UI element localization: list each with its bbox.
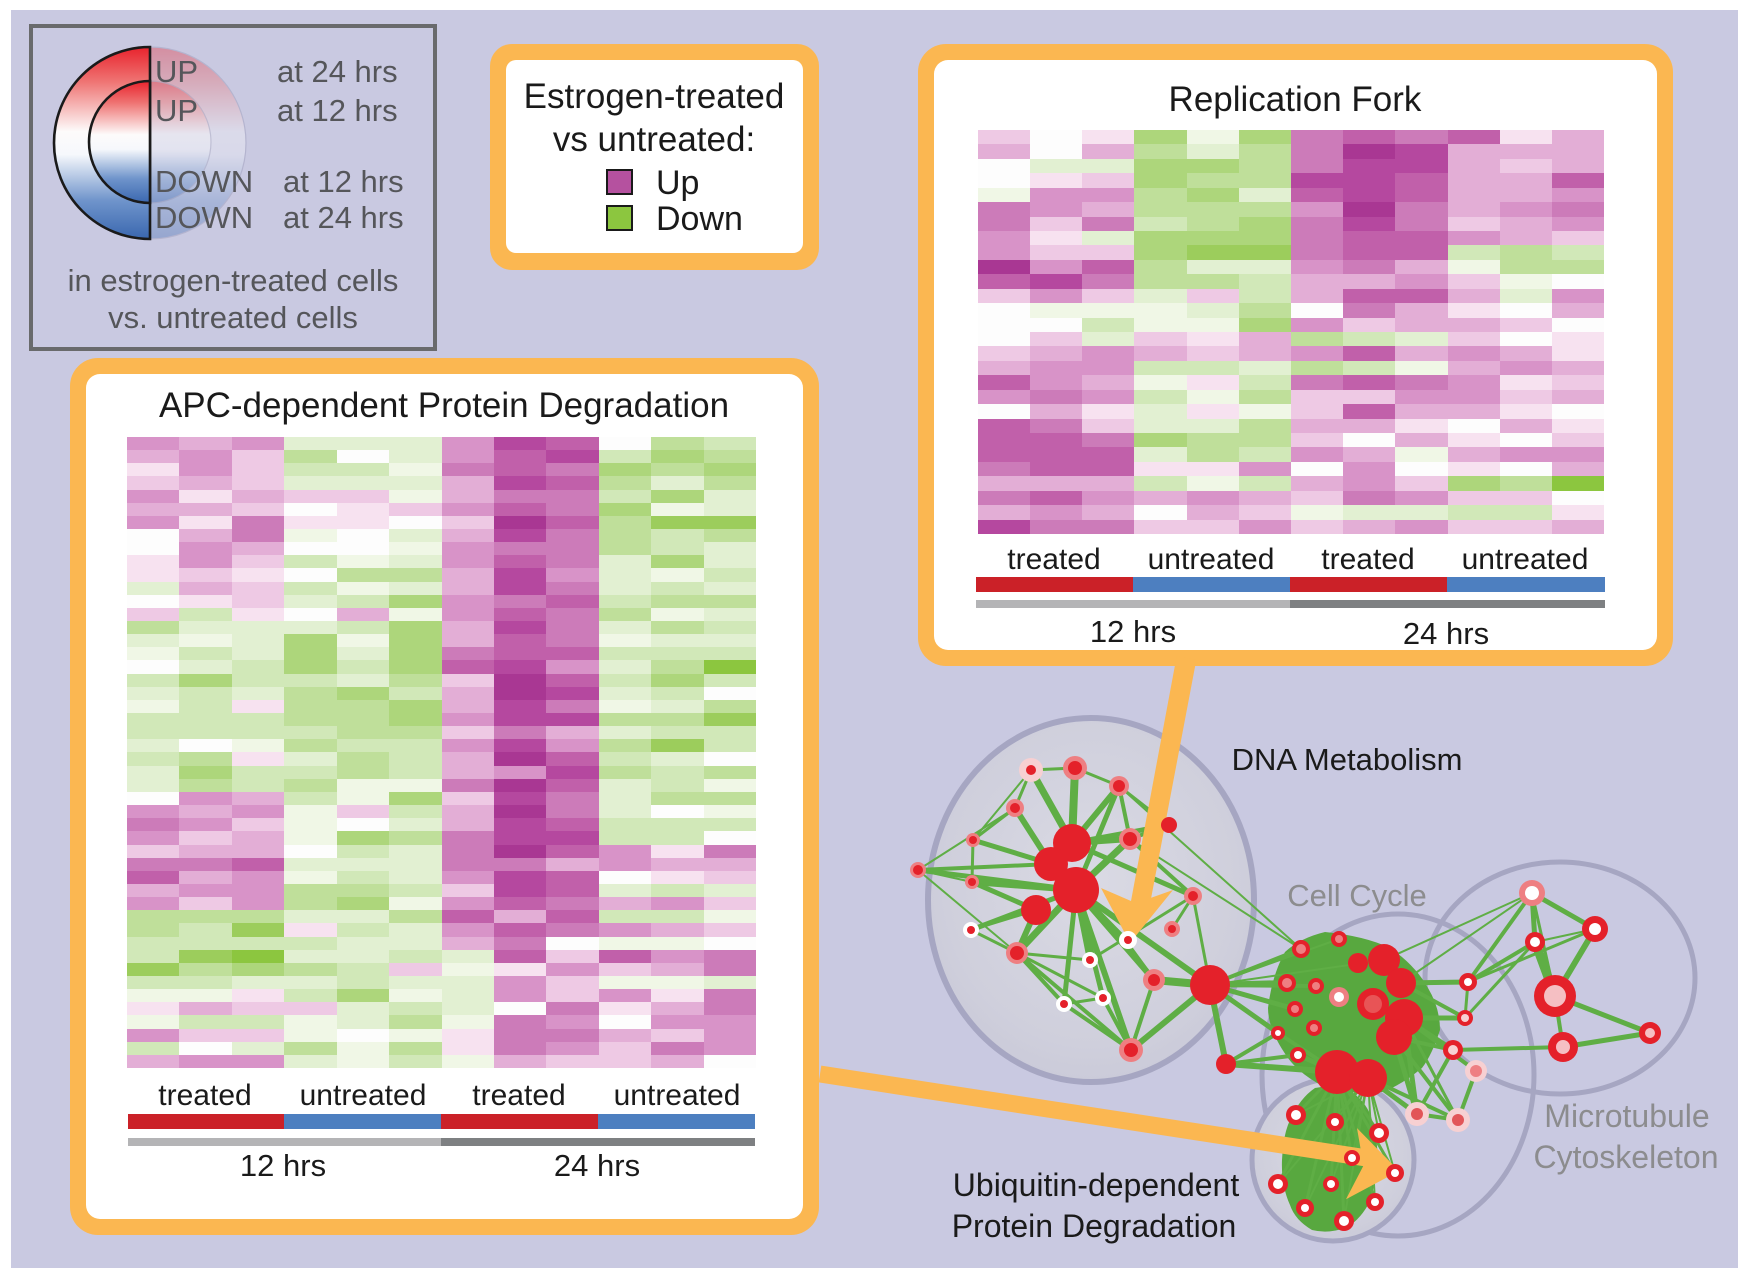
svg-text:Estrogen-treated: Estrogen-treated <box>524 77 785 116</box>
svg-text:Ubiquitin-dependent: Ubiquitin-dependent <box>953 1167 1240 1203</box>
svg-text:Microtubule: Microtubule <box>1544 1098 1709 1134</box>
svg-text:DNA Metabolism: DNA Metabolism <box>1232 742 1463 777</box>
svg-text:treated: treated <box>1321 543 1414 576</box>
svg-text:at 24 hrs: at 24 hrs <box>283 200 404 235</box>
svg-text:Cell Cycle: Cell Cycle <box>1287 878 1427 913</box>
svg-text:12 hrs: 12 hrs <box>240 1148 326 1183</box>
svg-text:treated: treated <box>472 1079 565 1112</box>
svg-text:Down: Down <box>656 200 743 238</box>
svg-text:UP: UP <box>155 93 198 128</box>
svg-text:at 24 hrs: at 24 hrs <box>277 54 398 89</box>
svg-text:vs. untreated cells: vs. untreated cells <box>108 300 358 335</box>
svg-text:Cytoskeleton: Cytoskeleton <box>1534 1139 1719 1175</box>
svg-text:Protein Degradation: Protein Degradation <box>952 1208 1237 1244</box>
svg-text:DOWN: DOWN <box>155 164 253 199</box>
svg-text:in estrogen-treated cells: in estrogen-treated cells <box>68 263 399 298</box>
svg-text:Replication Fork: Replication Fork <box>1169 80 1422 119</box>
svg-text:untreated: untreated <box>1148 543 1275 576</box>
svg-text:at 12 hrs: at 12 hrs <box>283 164 404 199</box>
svg-text:Up: Up <box>656 164 699 202</box>
svg-text:DOWN: DOWN <box>155 200 253 235</box>
svg-text:untreated: untreated <box>300 1079 427 1112</box>
svg-text:APC-dependent Protein Degradat: APC-dependent Protein Degradation <box>159 386 729 425</box>
svg-text:treated: treated <box>1007 543 1100 576</box>
svg-text:vs untreated:: vs untreated: <box>553 120 755 159</box>
svg-text:untreated: untreated <box>614 1079 741 1112</box>
svg-text:12 hrs: 12 hrs <box>1090 614 1176 649</box>
svg-text:24 hrs: 24 hrs <box>554 1148 640 1183</box>
svg-text:UP: UP <box>155 54 198 89</box>
svg-text:24 hrs: 24 hrs <box>1403 616 1489 651</box>
svg-text:at 12 hrs: at 12 hrs <box>277 93 398 128</box>
svg-text:untreated: untreated <box>1462 543 1589 576</box>
svg-text:treated: treated <box>158 1079 251 1112</box>
